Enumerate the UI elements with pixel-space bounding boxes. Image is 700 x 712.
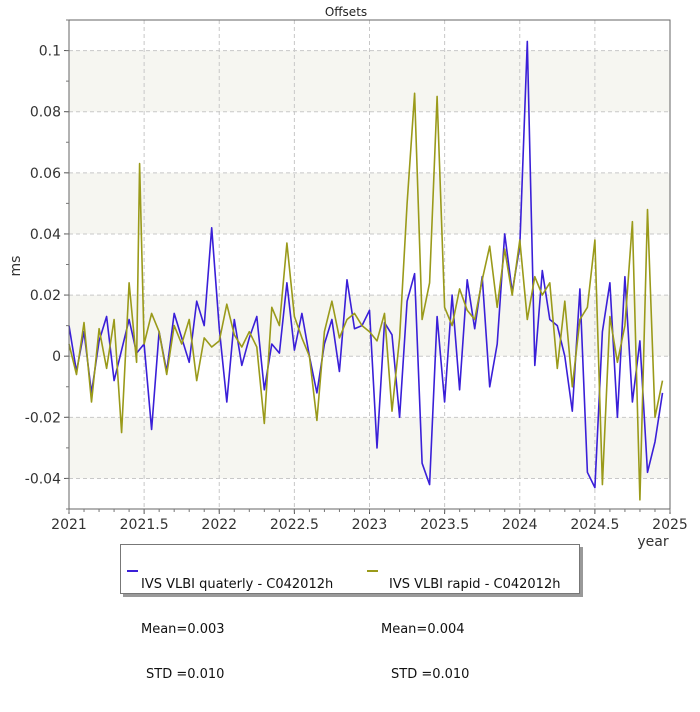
legend-label-quaterly: IVS VLBI quaterly - C042012h xyxy=(141,577,334,592)
y-tick-label: 0.02 xyxy=(30,288,61,304)
x-tick-label: 2025 xyxy=(652,517,688,533)
legend-label-rapid: IVS VLBI rapid - C042012h xyxy=(389,577,561,592)
x-tick-label: 2021.5 xyxy=(120,517,169,533)
grid-band xyxy=(69,50,670,112)
y-tick-label: 0.06 xyxy=(30,166,61,182)
x-tick-label: 2023 xyxy=(352,517,388,533)
offsets-chart: Offsets -0.04 -0.02 0 0.02 0.04 0.06 0.08 0.1 2… xyxy=(8,5,688,550)
y-tick-label: 0.1 xyxy=(39,44,61,60)
x-tick-label: 2024.5 xyxy=(570,517,619,533)
legend-mean-quaterly: Mean=0.003 xyxy=(141,622,225,637)
x-axis-label: year xyxy=(637,534,668,550)
x-axis-ticks: 2021 2021.5 2022 2022.5 2023 2023.5 2024 2024.5… xyxy=(51,509,688,533)
legend-mean-rapid: Mean=0.004 xyxy=(381,622,465,637)
x-tick-label: 2023.5 xyxy=(420,517,469,533)
y-axis-ticks: -0.04 -0.02 0 0.02 0.04 0.06 0.08 0.1 xyxy=(25,19,69,510)
legend-swatch-rapid xyxy=(367,570,378,572)
x-tick-label: 2021 xyxy=(51,517,87,533)
legend-std-rapid: STD =0.010 xyxy=(391,667,470,682)
series-line-rapid xyxy=(68,92,664,501)
y-tick-label: 0.08 xyxy=(30,105,61,121)
y-axis-label: ms xyxy=(8,256,24,277)
x-tick-label: 2022.5 xyxy=(270,517,319,533)
y-tick-label: -0.02 xyxy=(25,410,61,426)
legend-swatch-quaterly xyxy=(127,570,138,572)
y-tick-label: -0.04 xyxy=(25,471,61,487)
y-tick-label: 0 xyxy=(52,349,61,365)
series-group xyxy=(68,40,664,501)
legend: IVS VLBI quaterly - C042012h Mean=0.003 … xyxy=(120,544,580,682)
y-tick-label: 0.04 xyxy=(30,227,61,243)
x-tick-label: 2024 xyxy=(502,517,538,533)
legend-std-quaterly: STD =0.010 xyxy=(146,667,225,682)
x-tick-label: 2022 xyxy=(201,517,237,533)
chart-title: Offsets xyxy=(325,5,367,19)
